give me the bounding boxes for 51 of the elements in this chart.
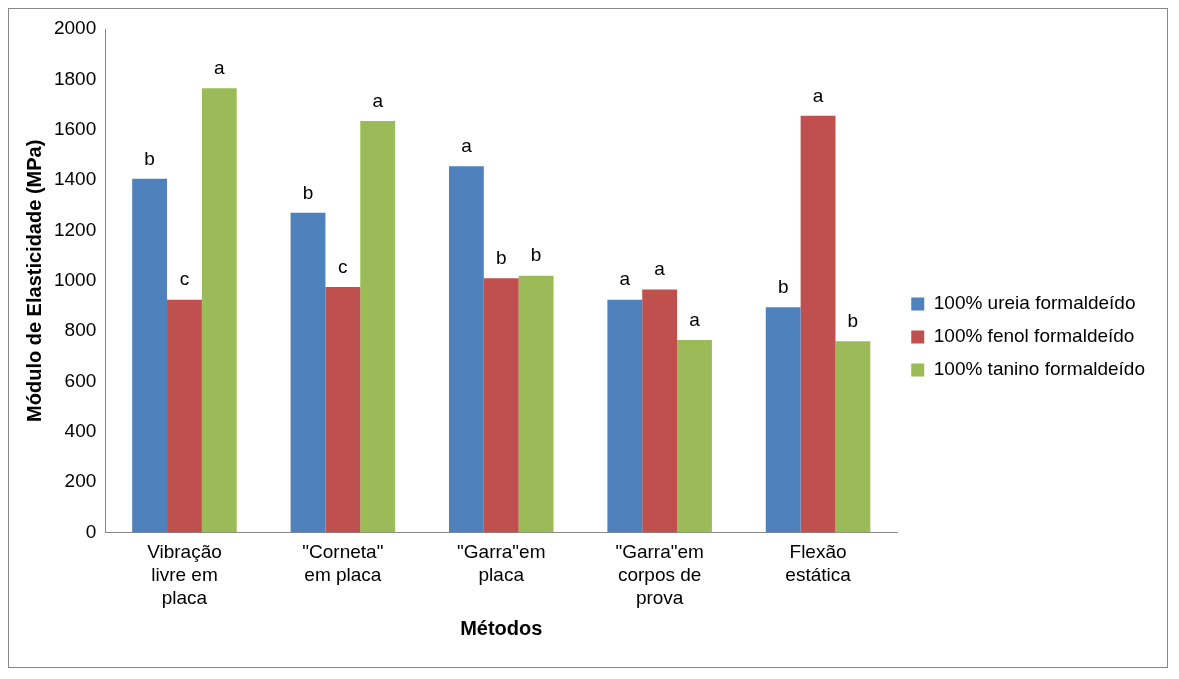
y-tick-label: 1400	[53, 168, 97, 190]
x-tick-label: "Garra"em placa	[457, 541, 546, 586]
bar	[607, 299, 643, 533]
bar	[642, 289, 678, 533]
data-label: b	[847, 309, 859, 331]
bar	[765, 307, 801, 533]
bar	[800, 115, 836, 533]
data-label: c	[338, 255, 348, 277]
bar	[835, 341, 871, 533]
legend-label: 100% fenol formaldeído	[933, 325, 1135, 347]
data-label: a	[372, 89, 384, 111]
data-label: a	[654, 258, 666, 280]
data-label: a	[689, 308, 701, 330]
data-label: b	[495, 247, 507, 269]
x-tick-label: Flexão estática	[785, 541, 852, 586]
data-label: b	[530, 244, 542, 266]
data-label: b	[302, 181, 314, 203]
y-tick-label: 600	[64, 369, 97, 391]
x-tick-label: "Corneta" em placa	[302, 541, 384, 586]
y-tick-label: 0	[85, 520, 97, 542]
bar	[483, 278, 519, 533]
bar	[201, 88, 237, 533]
legend-label: 100% ureia formaldeído	[933, 292, 1136, 314]
bar	[132, 178, 168, 533]
bar	[360, 120, 396, 533]
data-label: a	[461, 134, 473, 156]
data-label: a	[619, 268, 631, 290]
bar	[325, 287, 361, 533]
x-tick-label: Vibração livre em placa	[147, 541, 222, 608]
bar	[167, 299, 202, 533]
legend-label: 100% tanino formaldeído	[933, 358, 1146, 380]
y-tick-label: 1800	[53, 67, 97, 89]
y-axis-title: Módulo de Elasticidade (MPa)	[22, 139, 45, 422]
y-tick-label: 200	[64, 470, 97, 492]
y-tick-label: 2000	[53, 17, 97, 39]
y-tick-label: 400	[64, 420, 97, 442]
x-axis-title: Métodos	[460, 616, 543, 639]
y-tick-label: 1000	[53, 269, 97, 291]
y-tick-label: 1200	[53, 218, 97, 240]
data-label: b	[144, 147, 155, 169]
bar	[290, 212, 326, 533]
x-tick-label: "Garra"em corpos de prova	[615, 541, 704, 608]
data-label: a	[812, 84, 824, 106]
bar	[448, 166, 484, 533]
y-tick-label: 1600	[53, 117, 97, 139]
data-label: b	[777, 275, 789, 297]
data-label: a	[214, 56, 226, 78]
data-label: c	[179, 268, 190, 290]
bar	[518, 275, 554, 533]
bar	[677, 339, 712, 533]
y-tick-label: 800	[64, 319, 97, 341]
